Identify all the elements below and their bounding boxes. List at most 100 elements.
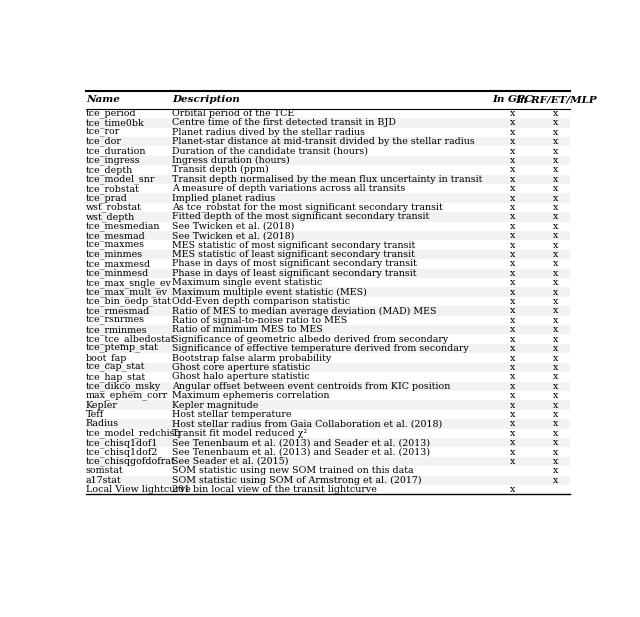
Text: Kepler magnitude: Kepler magnitude xyxy=(172,400,258,410)
Text: max_ephem_corr: max_ephem_corr xyxy=(86,391,168,400)
Text: Radius: Radius xyxy=(86,420,119,428)
Bar xyxy=(86,259,570,268)
Text: x: x xyxy=(553,231,558,240)
Text: tce_ror: tce_ror xyxy=(86,128,120,137)
Bar xyxy=(86,118,570,128)
Text: Planet-star distance at mid-transit divided by the stellar radius: Planet-star distance at mid-transit divi… xyxy=(172,137,474,146)
Text: tce_tce_albedostat: tce_tce_albedostat xyxy=(86,334,175,344)
Text: tce_max_sngle_ev: tce_max_sngle_ev xyxy=(86,278,172,288)
Text: x: x xyxy=(509,316,515,325)
Text: x: x xyxy=(553,156,558,165)
Bar xyxy=(86,241,570,250)
Text: See Twicken et al. (2018): See Twicken et al. (2018) xyxy=(172,231,294,240)
Bar xyxy=(86,438,570,447)
Text: x: x xyxy=(553,278,558,288)
Text: x: x xyxy=(509,147,515,155)
Bar xyxy=(86,344,570,354)
Text: tce_rminmes: tce_rminmes xyxy=(86,325,148,334)
Text: Ghost halo aperture statistic: Ghost halo aperture statistic xyxy=(172,372,309,381)
Text: x: x xyxy=(509,231,515,240)
Bar xyxy=(86,278,570,288)
Text: x: x xyxy=(553,288,558,297)
Text: tce_dor: tce_dor xyxy=(86,137,122,146)
Text: x: x xyxy=(553,466,558,475)
Text: See Tenenbaum et al. (2013) and Seader et al. (2013): See Tenenbaum et al. (2013) and Seader e… xyxy=(172,447,430,457)
Text: tce_max_mult_ev: tce_max_mult_ev xyxy=(86,288,168,297)
Text: x: x xyxy=(553,194,558,202)
Bar xyxy=(86,268,570,278)
Text: Planet radius dived by the stellar radius: Planet radius dived by the stellar radiu… xyxy=(172,128,365,137)
Text: x: x xyxy=(553,334,558,344)
Text: x: x xyxy=(509,137,515,146)
Text: x: x xyxy=(553,259,558,268)
Text: tce_dikco_msky: tce_dikco_msky xyxy=(86,381,161,391)
Bar xyxy=(86,128,570,137)
Text: Ghost core aperture statistic: Ghost core aperture statistic xyxy=(172,363,310,372)
Text: tce_ptemp_stat: tce_ptemp_stat xyxy=(86,344,159,353)
Text: x: x xyxy=(509,259,515,268)
Bar xyxy=(86,165,570,175)
Bar xyxy=(86,306,570,316)
Text: x: x xyxy=(509,175,515,184)
Text: Maximum multiple event statistic (MES): Maximum multiple event statistic (MES) xyxy=(172,288,367,297)
Text: x: x xyxy=(509,447,515,457)
Text: tce_chisq1dof1: tce_chisq1dof1 xyxy=(86,438,158,447)
Text: tce_hap_stat: tce_hap_stat xyxy=(86,372,146,382)
Text: x: x xyxy=(509,156,515,165)
Text: In GPC: In GPC xyxy=(492,95,532,104)
Text: x: x xyxy=(553,400,558,410)
Text: tce_minmesd: tce_minmesd xyxy=(86,268,149,278)
Text: Ratio of signal-to-noise ratio to MES: Ratio of signal-to-noise ratio to MES xyxy=(172,316,347,325)
Text: x: x xyxy=(553,118,558,127)
Text: x: x xyxy=(509,307,515,315)
Bar xyxy=(86,447,570,457)
Text: x: x xyxy=(553,438,558,447)
Text: x: x xyxy=(553,382,558,391)
Bar xyxy=(86,334,570,344)
Text: x: x xyxy=(509,109,515,118)
Text: boot_fap: boot_fap xyxy=(86,353,127,363)
Text: Host stellar temperature: Host stellar temperature xyxy=(172,410,291,419)
Text: tce_duration: tce_duration xyxy=(86,146,147,156)
Bar xyxy=(86,410,570,419)
Text: x: x xyxy=(509,382,515,391)
Text: Transit depth normalised by the mean flux uncertainty in transit: Transit depth normalised by the mean flu… xyxy=(172,175,482,184)
Text: tce_minmes: tce_minmes xyxy=(86,250,143,259)
Bar xyxy=(86,372,570,381)
Text: tce_cap_stat: tce_cap_stat xyxy=(86,363,145,372)
Text: x: x xyxy=(509,485,515,494)
Text: x: x xyxy=(509,429,515,437)
Text: x: x xyxy=(509,288,515,297)
Text: x: x xyxy=(509,391,515,400)
Bar xyxy=(86,288,570,297)
Text: wst_robstat: wst_robstat xyxy=(86,202,142,212)
Text: x: x xyxy=(553,128,558,137)
Text: MES statistic of most significant secondary transit: MES statistic of most significant second… xyxy=(172,241,415,250)
Text: tce_maxmesd: tce_maxmesd xyxy=(86,259,151,269)
Text: x: x xyxy=(553,175,558,184)
Text: tce_time0bk: tce_time0bk xyxy=(86,118,145,128)
Bar xyxy=(86,391,570,400)
Bar xyxy=(86,250,570,259)
Bar xyxy=(86,354,570,363)
Text: See Tenenbaum et al. (2013) and Seader et al. (2013): See Tenenbaum et al. (2013) and Seader e… xyxy=(172,438,430,447)
Text: x: x xyxy=(509,118,515,127)
Text: x: x xyxy=(553,457,558,466)
Text: Maximum single event statistic: Maximum single event statistic xyxy=(172,278,322,288)
Text: x: x xyxy=(509,250,515,259)
Text: tce_model_redchisq: tce_model_redchisq xyxy=(86,428,182,438)
Bar xyxy=(86,109,570,118)
Bar xyxy=(86,184,570,193)
Text: tce_depth: tce_depth xyxy=(86,165,133,175)
Text: tce_maxmes: tce_maxmes xyxy=(86,241,145,250)
Text: x: x xyxy=(509,400,515,410)
Text: tce_chisqgofdofrat: tce_chisqgofdofrat xyxy=(86,457,175,466)
Text: SOM statistic using SOM of Armstrong et al. (2017): SOM statistic using SOM of Armstrong et … xyxy=(172,476,421,485)
Bar xyxy=(86,212,570,222)
Bar xyxy=(86,146,570,155)
Text: x: x xyxy=(553,184,558,193)
Text: x: x xyxy=(553,203,558,212)
Bar xyxy=(86,381,570,391)
Text: Local View lightcurve: Local View lightcurve xyxy=(86,485,191,494)
Bar xyxy=(86,457,570,466)
